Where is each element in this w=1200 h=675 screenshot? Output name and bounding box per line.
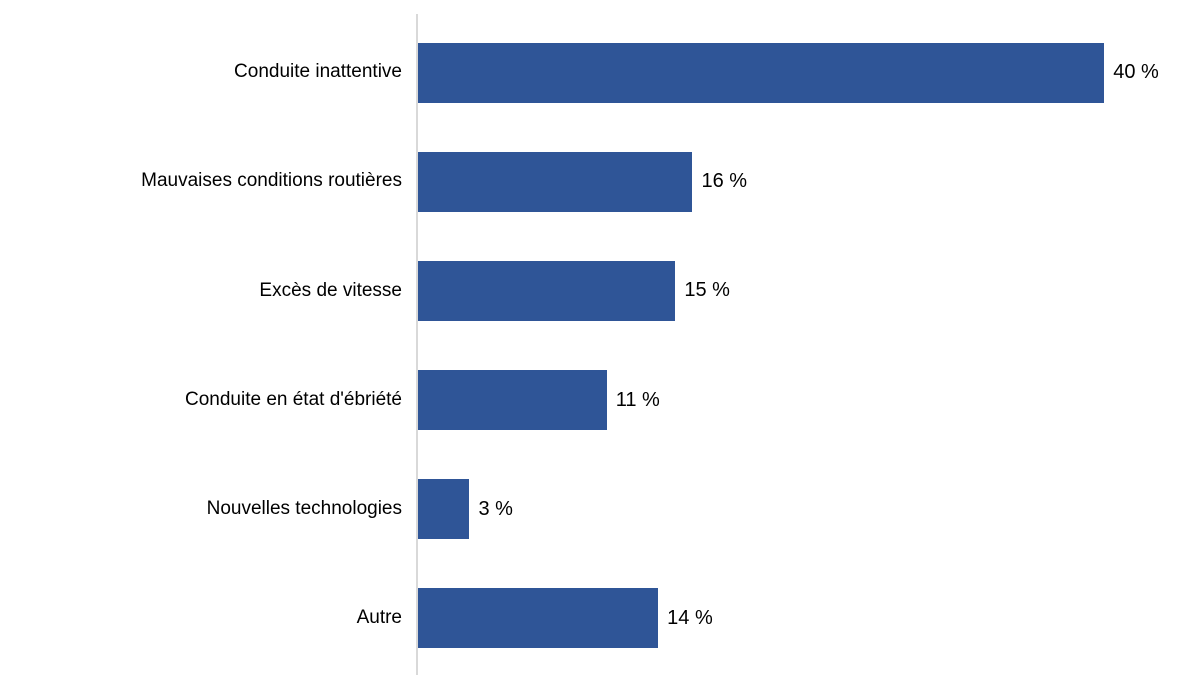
bar [418, 588, 659, 649]
bar [418, 479, 470, 540]
chart-rows: Conduite inattentive 40 % Mauvaises condit… [0, 18, 1200, 673]
value-label: 40 % [1113, 61, 1159, 84]
bar [418, 42, 1105, 103]
y-axis-line [416, 14, 418, 675]
value-label: 14 % [667, 606, 713, 629]
category-label: Conduite inattentive [234, 61, 402, 83]
chart-row: Nouvelles technologies 3 % [0, 455, 1200, 564]
category-label: Conduite en état d'ébriété [184, 388, 402, 410]
category-label: Nouvelles technologies [206, 497, 402, 519]
chart-row: Conduite inattentive 40 % [0, 18, 1200, 127]
chart-row: Mauvaises conditions routières 16 % [0, 127, 1200, 236]
category-label: Mauvaises conditions routières [141, 170, 402, 192]
value-label: 16 % [701, 170, 748, 193]
chart-row: Autre 14 % [0, 564, 1200, 673]
value-label: 3 % [478, 497, 513, 520]
chart-row: Excès de vitesse 15 % [0, 236, 1200, 345]
value-label: 15 % [684, 279, 730, 302]
bar [418, 370, 607, 431]
chart-row: Conduite en état d'ébriété 11 % [0, 346, 1200, 455]
category-label: Autre [356, 607, 402, 629]
bar [418, 260, 676, 321]
category-label: Excès de vitesse [259, 279, 402, 301]
bar [418, 151, 693, 212]
value-label: 11 % [615, 388, 660, 411]
